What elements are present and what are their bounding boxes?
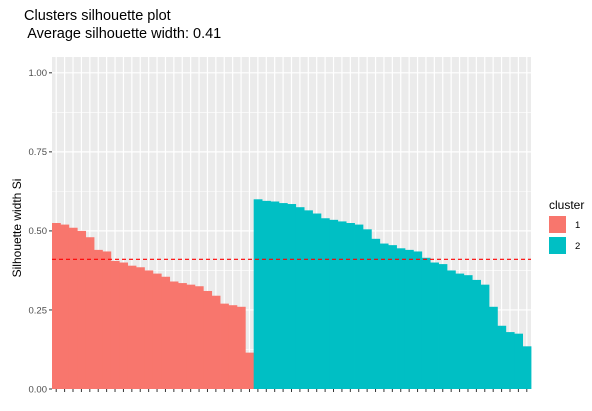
- bar-cluster-1: [152, 273, 162, 389]
- bar-cluster-2: [362, 229, 372, 389]
- bar-cluster-2: [480, 284, 490, 389]
- bars: [52, 199, 532, 389]
- chart-title: Clusters silhouette plot: [24, 8, 171, 24]
- bar-cluster-2: [346, 223, 355, 389]
- bar-cluster-2: [388, 245, 397, 389]
- y-tick-label: 0.25: [29, 305, 48, 316]
- chart-subtitle: Average silhouette width: 0.41: [24, 26, 221, 42]
- bar-cluster-1: [102, 251, 112, 389]
- bar-cluster-1: [144, 270, 154, 389]
- y-tick-label: 0.00: [29, 384, 48, 395]
- bar-cluster-1: [77, 230, 87, 389]
- bar-cluster-2: [421, 257, 431, 389]
- bar-cluster-2: [514, 333, 523, 389]
- bar-cluster-2: [379, 243, 389, 389]
- bar-cluster-2: [446, 270, 456, 389]
- y-tick-label: 0.50: [29, 226, 48, 237]
- y-axis-ticks: 0.00 0.25 0.50 0.75 1.00: [29, 68, 52, 395]
- bar-cluster-2: [488, 306, 498, 389]
- y-tick-label: 0.75: [29, 147, 48, 158]
- bar-cluster-1: [94, 249, 103, 389]
- bar-cluster-1: [60, 224, 70, 389]
- legend-key-1: [549, 216, 566, 233]
- bar-cluster-1: [161, 276, 171, 389]
- x-axis-ticks: [55, 389, 528, 392]
- bar-cluster-1: [211, 295, 221, 389]
- bar-cluster-2: [295, 207, 305, 389]
- bar-cluster-2: [472, 279, 481, 389]
- bar-cluster-2: [262, 200, 271, 389]
- legend-label-1: 1: [575, 220, 580, 231]
- y-tick-label: 1.00: [29, 68, 48, 79]
- bar-cluster-1: [245, 352, 255, 389]
- bar-cluster-2: [497, 325, 507, 389]
- legend-key-2: [549, 237, 566, 254]
- bar-cluster-1: [203, 290, 213, 389]
- bar-cluster-2: [438, 264, 448, 389]
- bar-cluster-1: [68, 227, 78, 389]
- bar-cluster-1: [85, 237, 95, 389]
- bar-cluster-1: [194, 286, 204, 389]
- bar-cluster-1: [136, 267, 145, 389]
- bar-cluster-2: [413, 251, 423, 389]
- bar-cluster-2: [329, 219, 339, 389]
- bar-cluster-1: [236, 306, 246, 389]
- bar-cluster-2: [430, 262, 439, 389]
- bar-cluster-2: [304, 210, 313, 389]
- bar-cluster-2: [253, 199, 263, 389]
- bar-cluster-1: [127, 265, 137, 389]
- bar-cluster-2: [455, 273, 465, 389]
- bar-cluster-2: [278, 203, 288, 389]
- bar-cluster-2: [371, 238, 381, 389]
- bar-cluster-2: [337, 221, 347, 389]
- bar-cluster-2: [463, 275, 473, 389]
- legend: cluster 1 2: [549, 198, 584, 254]
- bar-cluster-2: [404, 249, 414, 389]
- bar-cluster-1: [186, 284, 196, 389]
- bar-cluster-1: [220, 303, 229, 389]
- bar-cluster-2: [396, 248, 406, 389]
- bar-cluster-2: [287, 204, 297, 389]
- legend-title: cluster: [549, 198, 584, 212]
- bar-cluster-2: [320, 218, 330, 389]
- bar-cluster-1: [52, 223, 61, 389]
- bar-cluster-2: [354, 224, 364, 389]
- bar-cluster-2: [522, 346, 532, 389]
- y-axis-title: Silhouette width Si: [10, 179, 24, 278]
- bar-cluster-2: [312, 213, 322, 389]
- legend-label-2: 2: [575, 241, 580, 252]
- bar-cluster-1: [228, 305, 238, 389]
- bar-cluster-1: [169, 281, 179, 389]
- bar-cluster-2: [505, 332, 515, 389]
- bar-cluster-1: [119, 262, 129, 389]
- bar-cluster-2: [270, 201, 280, 389]
- bar-cluster-1: [110, 260, 120, 389]
- bar-cluster-1: [178, 283, 187, 389]
